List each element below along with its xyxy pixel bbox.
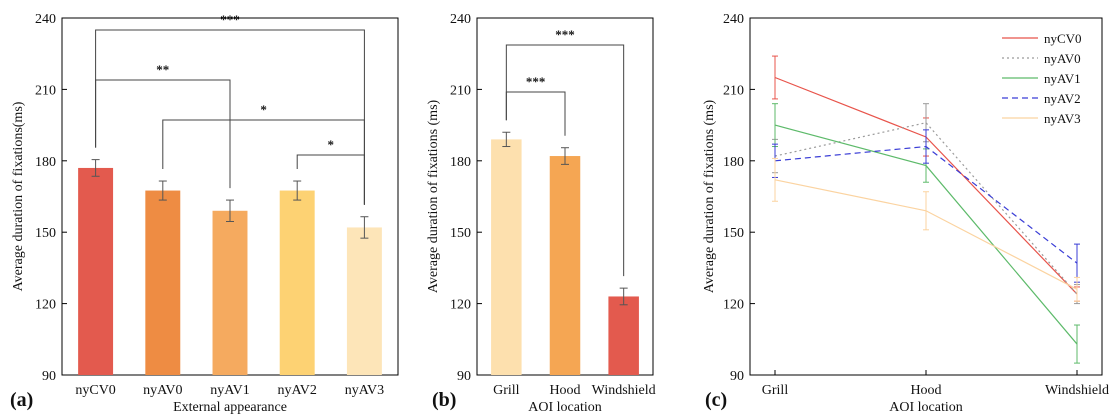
- y-tick-label: 180: [723, 155, 744, 170]
- x-tick-label: nyAV1: [210, 383, 249, 398]
- y-tick-label: 210: [35, 83, 56, 98]
- significance-bracket: [505, 91, 566, 136]
- bar-Windshield: [608, 296, 639, 375]
- significance-label: **: [156, 62, 169, 77]
- significance-bracket: [162, 119, 365, 205]
- x-axis-label: External appearance: [173, 400, 287, 415]
- y-tick-label: 90: [730, 369, 744, 384]
- significance-label: *: [260, 102, 267, 117]
- y-axis-label: Average duration of fixations (ms): [426, 99, 441, 293]
- x-tick-label: Hood: [549, 383, 580, 398]
- y-tick-label: 210: [723, 83, 744, 98]
- y-axis-label: Average duration of fixations(ms): [11, 101, 26, 291]
- significance-label: ***: [220, 12, 240, 27]
- x-tick-label: nyCV0: [75, 383, 115, 398]
- panel-label: (b): [432, 389, 456, 411]
- chart-panel-3: 90 120 150 180 210 240 Average duration of fix…: [702, 12, 1109, 415]
- bar-nyAV0: [145, 190, 181, 375]
- significance-bracket: [296, 154, 365, 205]
- x-tick-label: nyAV3: [345, 383, 384, 398]
- bar-nyAV2: [279, 190, 315, 375]
- y-tick-label: 120: [723, 298, 744, 313]
- x-axis-label: AOI location: [889, 400, 962, 415]
- bar-Grill: [491, 139, 522, 375]
- y-tick-label: 120: [35, 298, 56, 313]
- x-tick-label: Hood: [910, 383, 941, 398]
- panel-label: (c): [705, 389, 727, 411]
- y-tick-label: 210: [450, 83, 471, 98]
- significance-bracket: [505, 44, 625, 277]
- y-tick-label: 120: [450, 298, 471, 313]
- significance-bracket: [95, 79, 231, 189]
- y-tick-label: 150: [723, 226, 744, 241]
- chart-panel-2: 90 120 150 180 210 240 Average duration of fix…: [426, 12, 656, 415]
- significance-label: *: [328, 137, 335, 152]
- legend-label-nyAV1: nyAV1: [1044, 71, 1081, 86]
- bar-nyAV1: [212, 210, 248, 375]
- y-tick-label: 180: [35, 155, 56, 170]
- chart-panel-1: 90 120 150 180 210 240 Average duration of fix…: [10, 12, 399, 415]
- significance-label: ***: [526, 74, 546, 89]
- series-line-nyAV0: [774, 122, 1078, 295]
- legend-label-nyCV0: nyCV0: [1044, 31, 1082, 46]
- y-tick-label: 90: [457, 369, 471, 384]
- x-tick-label: nyAV0: [143, 383, 182, 398]
- bar-Hood: [549, 156, 581, 375]
- x-axis-label: AOI location: [528, 400, 601, 415]
- y-tick-label: 180: [450, 155, 471, 170]
- bar-nyAV3: [346, 227, 382, 375]
- y-tick-label: 240: [450, 12, 471, 27]
- y-tick-label: 90: [42, 369, 56, 384]
- y-tick-label: 240: [35, 12, 56, 27]
- significance-label: ***: [555, 27, 575, 42]
- panel-label: (a): [10, 389, 33, 411]
- bar-nyCV0: [78, 167, 114, 375]
- legend-label-nyAV2: nyAV2: [1044, 91, 1081, 106]
- y-axis-label: Average duration of fixations (ms): [702, 99, 717, 293]
- x-tick-label: Windshield: [1045, 383, 1109, 398]
- legend-label-nyAV3: nyAV3: [1044, 111, 1081, 126]
- y-tick-label: 240: [723, 12, 744, 27]
- legend-label-nyAV0: nyAV0: [1044, 51, 1081, 66]
- x-tick-label: Grill: [493, 383, 520, 398]
- x-tick-label: Windshield: [592, 383, 656, 398]
- y-tick-label: 150: [450, 226, 471, 241]
- x-tick-label: nyAV2: [277, 383, 316, 398]
- legend: nyCV0 nyAV0 nyAV1 nyAV2 nyAV3: [1002, 31, 1082, 126]
- y-tick-label: 150: [35, 226, 56, 241]
- x-tick-label: Grill: [762, 383, 789, 398]
